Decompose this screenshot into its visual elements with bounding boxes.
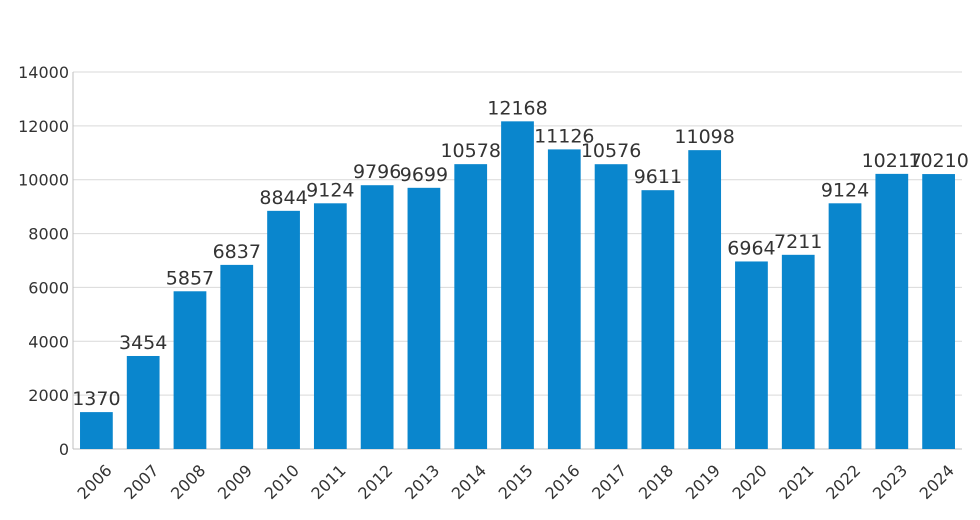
data-label: 12168 <box>487 97 547 119</box>
bar <box>313 203 347 449</box>
bar <box>594 164 628 449</box>
data-label: 1370 <box>72 388 120 410</box>
y-tick-label: 14000 <box>18 63 69 82</box>
y-tick-label: 8000 <box>28 225 69 244</box>
x-tick-label: 2012 <box>354 461 396 503</box>
data-label: 10210 <box>908 150 968 172</box>
y-tick-label: 6000 <box>28 278 69 297</box>
y-axis-ticks: 0 2000 4000 6000 8000 10000 12000 14000 <box>18 63 69 459</box>
data-label: 3454 <box>119 332 167 354</box>
data-label: 9124 <box>821 179 869 201</box>
x-tick-label: 2011 <box>307 461 349 503</box>
x-tick-label: 2010 <box>261 461 303 503</box>
data-label: 9699 <box>400 164 448 186</box>
y-tick-label: 2000 <box>28 386 69 405</box>
bar <box>781 254 815 449</box>
x-tick-label: 2018 <box>635 461 677 503</box>
bar <box>80 412 113 449</box>
x-tick-label: 2017 <box>588 461 630 503</box>
bar <box>547 149 581 450</box>
y-tick-label: 10000 <box>18 171 69 190</box>
data-label: 11126 <box>534 125 594 147</box>
x-tick-label: 2020 <box>729 461 771 503</box>
x-tick-label: 2024 <box>916 461 958 503</box>
bar <box>922 174 955 450</box>
data-label: 5857 <box>166 267 214 289</box>
y-tick-label: 4000 <box>28 332 69 351</box>
bar <box>688 150 722 449</box>
x-tick-label: 2016 <box>541 461 583 503</box>
data-label: 6964 <box>727 237 775 259</box>
bar <box>407 187 441 450</box>
x-tick-label: 2006 <box>73 461 115 503</box>
data-label: 6837 <box>213 241 261 263</box>
x-tick-label: 2019 <box>682 461 724 503</box>
data-label: 9611 <box>634 166 682 188</box>
x-tick-label: 2014 <box>448 461 490 503</box>
x-tick-label: 2009 <box>214 461 256 503</box>
x-tick-label: 2008 <box>167 461 209 503</box>
data-label: 9796 <box>353 161 401 183</box>
bar <box>875 173 909 449</box>
x-tick-label: 2013 <box>401 461 443 503</box>
data-label: 11098 <box>674 126 734 148</box>
bar <box>641 190 675 449</box>
x-axis-ticks: 2006 2007 2008 2009 2010 2011 2012 2013 2014 2015… <box>73 461 957 503</box>
x-tick-label: 2023 <box>869 461 911 503</box>
data-label: 10217 <box>862 150 922 172</box>
data-labels: 1370345458576837884491249796969910578121… <box>72 97 969 410</box>
data-label: 9124 <box>306 179 354 201</box>
bar <box>501 121 534 450</box>
y-tick-label: 0 <box>59 440 69 459</box>
bar <box>267 210 300 449</box>
bar <box>454 164 488 449</box>
data-label: 8844 <box>259 187 307 209</box>
x-tick-label: 2007 <box>120 461 162 503</box>
data-label: 10578 <box>440 140 500 162</box>
bar <box>735 261 768 449</box>
bars <box>80 121 955 450</box>
bar <box>173 291 207 449</box>
x-tick-label: 2021 <box>775 461 817 503</box>
x-tick-label: 2022 <box>822 461 864 503</box>
data-label: 10576 <box>581 140 641 162</box>
x-tick-label: 2015 <box>495 461 537 503</box>
bar <box>828 203 862 449</box>
data-label: 7211 <box>774 231 822 253</box>
bar <box>220 264 254 449</box>
bar <box>360 185 394 450</box>
bar <box>126 355 160 449</box>
y-tick-label: 12000 <box>18 117 69 136</box>
